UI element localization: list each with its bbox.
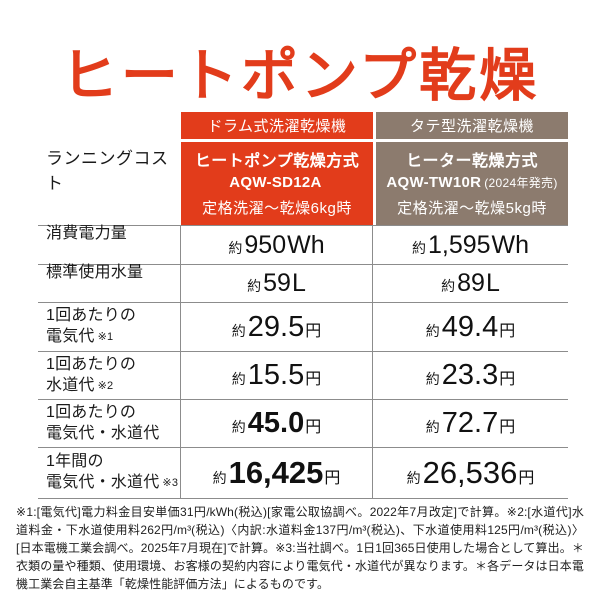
table-header: ランニングコスト ドラム式洗濯乾燥機 ヒートポンプ乾燥方式 AQW-SD12A …	[38, 112, 568, 225]
column-header-tate: タテ型洗濯乾燥機 ヒーター乾燥方式 AQW-TW10R (2024年発売) 定格洗…	[373, 112, 568, 225]
footnote-marker: ※3	[162, 477, 179, 489]
table-row-water-cost: 1回あたりの 水道代 ※2 約15.5円 約23.3円	[38, 351, 568, 399]
table-row-yearly-cost: 1年間の 電気代・水道代 ※3 約16,425円 約26,536円	[38, 447, 568, 498]
value-drum: 約59L	[181, 265, 373, 302]
model-number-line: AQW-TW10R (2024年発売)	[386, 174, 557, 191]
value-drum: 約29.5円	[181, 303, 373, 351]
product-type-label: タテ型洗濯乾燥機	[409, 118, 534, 135]
product-type-label: ドラム式洗濯乾燥機	[207, 118, 347, 135]
value-tate: 約72.7円	[425, 407, 516, 439]
footnote-marker: ※1	[97, 331, 114, 343]
footnote-marker: ※2	[97, 379, 114, 392]
value-tate: 約89L	[441, 269, 500, 297]
model-note: (2024年発売)	[484, 176, 558, 190]
drying-method-label: ヒートポンプ乾燥方式	[194, 153, 360, 170]
drying-method-label: ヒーター乾燥方式	[405, 153, 538, 170]
row-label: 標準使用水量	[38, 264, 181, 302]
value-tate: 約49.4円	[425, 310, 516, 343]
product-detail-block: ヒートポンプ乾燥方式 AQW-SD12A 定格洗濯〜乾燥6kg時	[181, 139, 373, 225]
model-number-line: AQW-SD12A	[229, 174, 324, 191]
value-drum: 約15.5円	[181, 352, 373, 399]
value-drum: 約950Wh	[181, 226, 373, 264]
value-tate: 約1,595Wh	[411, 230, 530, 259]
footnote-text: ※1:[電気代]電力料金目安単価31円/kWh(税込)[家電公取協調べ。2022…	[16, 505, 584, 591]
row-label: 消費電力量	[38, 225, 181, 264]
table-body: 消費電力量 約950Wh 約1,595Wh 標準使用水量 約59L 約89L 1…	[38, 225, 568, 499]
running-cost-table: ランニングコスト ドラム式洗濯乾燥機 ヒートポンプ乾燥方式 AQW-SD12A …	[38, 112, 568, 499]
column-header-drum: ドラム式洗濯乾燥機 ヒートポンプ乾燥方式 AQW-SD12A 定格洗濯〜乾燥6k…	[181, 112, 373, 225]
value-drum: 約16,425円	[181, 448, 373, 498]
table-row-power: 消費電力量 約950Wh 約1,595Wh	[38, 225, 568, 264]
corner-label: ランニングコスト	[46, 148, 169, 193]
table-row-water: 標準使用水量 約59L 約89L	[38, 264, 568, 302]
row-label: 1回あたりの 電気代・水道代	[38, 400, 181, 447]
model-number: AQW-TW10R	[386, 174, 482, 191]
value-drum: 約45.0円	[181, 400, 373, 447]
rated-condition-label: 定格洗濯〜乾燥6kg時	[202, 200, 352, 217]
product-detail-block: ヒーター乾燥方式 AQW-TW10R (2024年発売) 定格洗濯〜乾燥5kg時	[376, 139, 568, 225]
model-number: AQW-SD12A	[229, 174, 322, 191]
value-tate: 約26,536円	[406, 455, 535, 490]
table-row-combined-cost: 1回あたりの 電気代・水道代 約45.0円 約72.7円	[38, 399, 568, 447]
row-label: 1年間の 電気代・水道代 ※3	[38, 448, 181, 498]
value-tate: 約23.3円	[425, 359, 516, 391]
page-title: ヒートポンプ乾燥	[60, 44, 540, 108]
row-label: 1回あたりの 電気代 ※1	[38, 303, 181, 351]
row-label: 1回あたりの 水道代 ※2	[38, 352, 181, 399]
table-row-electricity-cost: 1回あたりの 電気代 ※1 約29.5円 約49.4円	[38, 302, 568, 351]
rated-condition-label: 定格洗濯〜乾燥5kg時	[397, 200, 547, 217]
